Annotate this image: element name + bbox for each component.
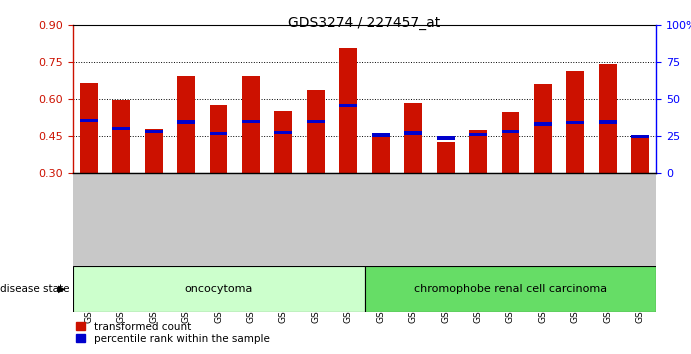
- Legend: transformed count, percentile rank within the sample: transformed count, percentile rank withi…: [76, 322, 269, 344]
- Bar: [599, 64, 616, 173]
- Bar: [372, 133, 390, 137]
- Bar: [339, 104, 357, 107]
- Text: disease state: disease state: [0, 284, 70, 293]
- Bar: [469, 133, 487, 136]
- Text: GDS3274 / 227457_at: GDS3274 / 227457_at: [288, 16, 441, 30]
- Bar: [502, 130, 520, 133]
- Bar: [599, 120, 616, 124]
- Bar: [364, 266, 656, 312]
- Bar: [404, 103, 422, 173]
- Bar: [113, 126, 130, 130]
- Bar: [177, 120, 195, 124]
- Bar: [209, 105, 227, 173]
- Bar: [372, 134, 390, 173]
- Bar: [404, 131, 422, 135]
- Bar: [632, 135, 649, 173]
- Bar: [632, 135, 649, 138]
- Bar: [469, 130, 487, 173]
- Bar: [242, 75, 260, 173]
- Bar: [73, 266, 365, 312]
- Bar: [437, 142, 455, 173]
- Bar: [274, 131, 292, 134]
- Text: chromophobe renal cell carcinoma: chromophobe renal cell carcinoma: [414, 284, 607, 293]
- Bar: [80, 83, 97, 173]
- Bar: [534, 122, 552, 126]
- Bar: [339, 48, 357, 173]
- Bar: [307, 90, 325, 173]
- Bar: [80, 119, 97, 122]
- Bar: [567, 70, 585, 173]
- Bar: [113, 99, 130, 173]
- Bar: [307, 120, 325, 123]
- Text: ▶: ▶: [58, 284, 66, 293]
- Bar: [502, 112, 520, 173]
- Bar: [144, 130, 162, 133]
- Bar: [177, 75, 195, 173]
- Bar: [567, 121, 585, 124]
- Text: oncocytoma: oncocytoma: [184, 284, 253, 293]
- Bar: [144, 129, 162, 173]
- Bar: [437, 136, 455, 139]
- Bar: [274, 111, 292, 173]
- Bar: [209, 132, 227, 135]
- Bar: [242, 120, 260, 123]
- Bar: [534, 84, 552, 173]
